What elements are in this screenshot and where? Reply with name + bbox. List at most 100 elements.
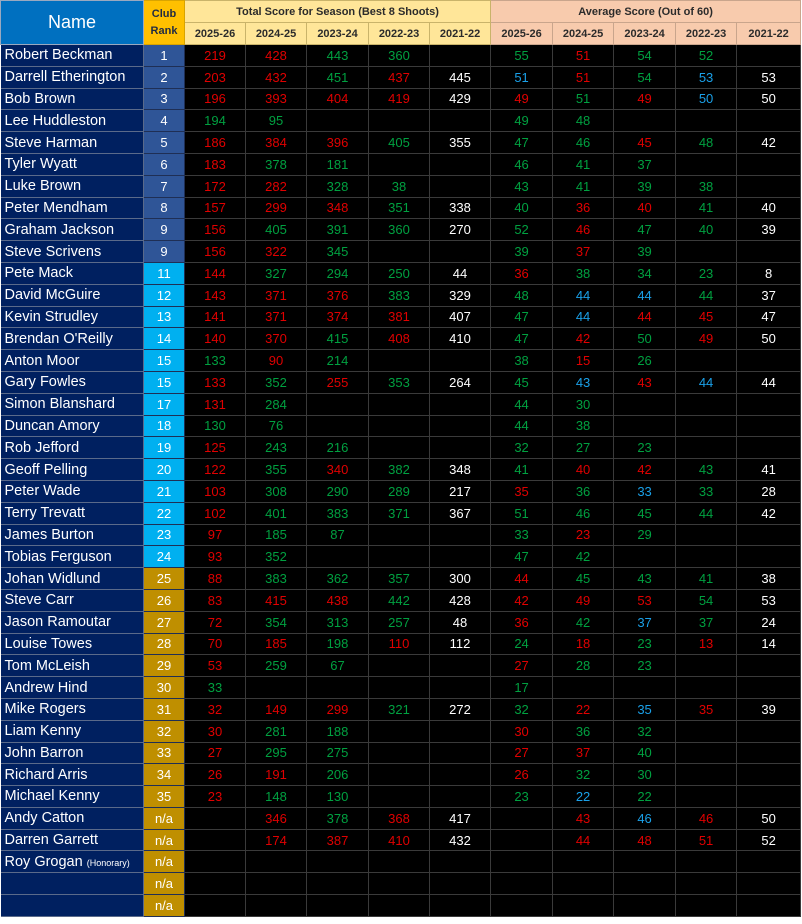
total-score-cell-2024-25[interactable]: 76 bbox=[245, 414, 307, 438]
average-score-cell-2024-25[interactable] bbox=[552, 872, 615, 896]
total-score-cell-2022-23[interactable] bbox=[368, 741, 430, 765]
average-score-cell-2024-25[interactable]: 37 bbox=[552, 741, 615, 765]
total-score-cell-2025-26[interactable]: 140 bbox=[184, 327, 246, 351]
member-name-cell[interactable]: Kevin Strudley bbox=[0, 306, 144, 329]
total-score-cell-2025-26[interactable]: 172 bbox=[184, 174, 246, 198]
average-score-cell-2023-24[interactable] bbox=[613, 676, 677, 699]
average-score-cell-2024-25[interactable]: 46 bbox=[552, 501, 615, 525]
average-score-cell-2021-22[interactable]: 39 bbox=[736, 697, 802, 721]
total-score-cell-2022-23[interactable] bbox=[368, 872, 430, 896]
total-score-cell-2025-26[interactable]: 26 bbox=[184, 763, 246, 787]
total-score-cell-2021-22[interactable]: 272 bbox=[428, 697, 492, 721]
total-score-cell-2023-24[interactable]: 216 bbox=[306, 436, 369, 460]
club-rank-cell[interactable]: 19 bbox=[143, 436, 185, 460]
average-score-cell-2023-24[interactable]: 37 bbox=[613, 610, 677, 634]
total-score-cell-2023-24[interactable]: 206 bbox=[306, 763, 369, 787]
club-rank-cell[interactable]: 22 bbox=[143, 501, 185, 525]
average-score-cell-2025-26[interactable]: 41 bbox=[490, 458, 554, 481]
average-score-cell-2024-25[interactable] bbox=[552, 894, 615, 917]
total-score-cell-2022-23[interactable] bbox=[368, 654, 430, 678]
average-score-cell-2022-23[interactable]: 44 bbox=[675, 283, 738, 307]
average-score-cell-2024-25[interactable] bbox=[552, 850, 615, 874]
average-score-cell-2024-25[interactable]: 51 bbox=[552, 44, 615, 67]
average-score-cell-2023-24[interactable]: 43 bbox=[613, 567, 677, 590]
member-name-cell[interactable]: Graham Jackson bbox=[0, 218, 144, 242]
total-score-cell-2021-22[interactable]: 48 bbox=[428, 610, 492, 634]
average-score-cell-2024-25[interactable]: 22 bbox=[552, 785, 615, 808]
total-score-cell-2024-25[interactable]: 384 bbox=[245, 131, 307, 154]
average-score-cell-2021-22[interactable] bbox=[736, 414, 802, 438]
total-score-cell-2025-26[interactable]: 102 bbox=[184, 501, 246, 525]
average-score-cell-2021-22[interactable]: 53 bbox=[736, 588, 802, 612]
total-year-header-2023-24[interactable]: 2023-24 bbox=[306, 22, 369, 45]
total-score-cell-2022-23[interactable]: 357 bbox=[368, 567, 430, 590]
total-score-cell-2021-22[interactable] bbox=[428, 414, 492, 438]
club-rank-cell[interactable]: 9 bbox=[143, 218, 185, 242]
total-score-cell-2021-22[interactable]: 410 bbox=[428, 327, 492, 351]
average-score-cell-2024-25[interactable]: 43 bbox=[552, 370, 615, 394]
total-score-cell-2022-23[interactable]: 368 bbox=[368, 806, 430, 830]
total-score-cell-2023-24[interactable] bbox=[306, 894, 369, 917]
average-score-cell-2023-24[interactable]: 32 bbox=[613, 719, 677, 743]
average-score-cell-2023-24[interactable]: 29 bbox=[613, 523, 677, 547]
total-score-cell-2025-26[interactable]: 97 bbox=[184, 523, 246, 547]
member-name-cell[interactable]: Roy Grogan (Honorary) bbox=[0, 850, 144, 874]
total-score-cell-2022-23[interactable] bbox=[368, 676, 430, 699]
club-rank-cell[interactable]: 24 bbox=[143, 545, 185, 569]
total-score-cell-2023-24[interactable]: 387 bbox=[306, 828, 369, 852]
average-score-cell-2022-23[interactable] bbox=[675, 872, 738, 896]
total-score-cell-2023-24[interactable] bbox=[306, 850, 369, 874]
total-score-cell-2021-22[interactable] bbox=[428, 349, 492, 372]
total-score-cell-2025-26[interactable]: 83 bbox=[184, 588, 246, 612]
average-score-cell-2024-25[interactable]: 48 bbox=[552, 109, 615, 133]
club-rank-cell[interactable]: n/a bbox=[143, 872, 185, 896]
total-score-cell-2024-25[interactable]: 327 bbox=[245, 261, 307, 285]
club-rank-cell[interactable]: 18 bbox=[143, 414, 185, 438]
average-year-header-2023-24[interactable]: 2023-24 bbox=[613, 22, 677, 45]
total-score-cell-2024-25[interactable]: 95 bbox=[245, 109, 307, 133]
total-year-header-2021-22[interactable]: 2021-22 bbox=[428, 22, 492, 45]
average-score-cell-2025-26[interactable]: 23 bbox=[490, 785, 554, 808]
average-score-cell-2022-23[interactable]: 44 bbox=[675, 501, 738, 525]
total-score-cell-2025-26[interactable]: 156 bbox=[184, 218, 246, 242]
average-score-cell-2024-25[interactable]: 45 bbox=[552, 567, 615, 590]
average-score-cell-2025-26[interactable]: 39 bbox=[490, 240, 554, 263]
total-score-cell-2021-22[interactable] bbox=[428, 44, 492, 67]
total-score-cell-2024-25[interactable]: 370 bbox=[245, 327, 307, 351]
total-score-cell-2024-25[interactable]: 185 bbox=[245, 632, 307, 656]
average-score-cell-2021-22[interactable] bbox=[736, 785, 802, 808]
total-score-cell-2023-24[interactable]: 362 bbox=[306, 567, 369, 590]
total-score-cell-2024-25[interactable]: 149 bbox=[245, 697, 307, 721]
total-score-cell-2023-24[interactable]: 340 bbox=[306, 458, 369, 481]
total-score-cell-2021-22[interactable]: 445 bbox=[428, 65, 492, 89]
average-score-cell-2023-24[interactable]: 44 bbox=[613, 283, 677, 307]
average-score-cell-2023-24[interactable] bbox=[613, 872, 677, 896]
average-score-cell-2022-23[interactable] bbox=[675, 436, 738, 460]
average-score-cell-2021-22[interactable] bbox=[736, 44, 802, 67]
total-score-cell-2022-23[interactable] bbox=[368, 785, 430, 808]
club-rank-cell[interactable]: n/a bbox=[143, 828, 185, 852]
average-score-cell-2022-23[interactable]: 44 bbox=[675, 370, 738, 394]
total-score-cell-2024-25[interactable]: 378 bbox=[245, 152, 307, 176]
total-score-cell-2025-26[interactable]: 156 bbox=[184, 240, 246, 263]
member-name-cell[interactable]: Geoff Pelling bbox=[0, 458, 144, 481]
average-score-cell-2024-25[interactable]: 42 bbox=[552, 327, 615, 351]
average-score-cell-2021-22[interactable]: 42 bbox=[736, 131, 802, 154]
total-score-cell-2022-23[interactable]: 351 bbox=[368, 196, 430, 220]
average-score-cell-2024-25[interactable]: 51 bbox=[552, 65, 615, 89]
total-score-cell-2021-22[interactable] bbox=[428, 109, 492, 133]
total-score-cell-2023-24[interactable]: 345 bbox=[306, 240, 369, 263]
average-score-cell-2024-25[interactable]: 36 bbox=[552, 479, 615, 503]
total-score-cell-2023-24[interactable]: 443 bbox=[306, 44, 369, 67]
average-score-cell-2023-24[interactable]: 35 bbox=[613, 697, 677, 721]
total-score-cell-2024-25[interactable] bbox=[245, 872, 307, 896]
total-score-cell-2021-22[interactable]: 348 bbox=[428, 458, 492, 481]
total-score-cell-2022-23[interactable]: 110 bbox=[368, 632, 430, 656]
average-score-cell-2025-26[interactable]: 26 bbox=[490, 763, 554, 787]
total-score-cell-2021-22[interactable]: 217 bbox=[428, 479, 492, 503]
total-score-cell-2024-25[interactable]: 371 bbox=[245, 305, 307, 329]
total-score-cell-2021-22[interactable]: 429 bbox=[428, 87, 492, 111]
average-score-cell-2022-23[interactable] bbox=[675, 349, 738, 372]
average-score-cell-2023-24[interactable]: 23 bbox=[613, 654, 677, 678]
average-score-cell-2022-23[interactable] bbox=[675, 763, 738, 787]
